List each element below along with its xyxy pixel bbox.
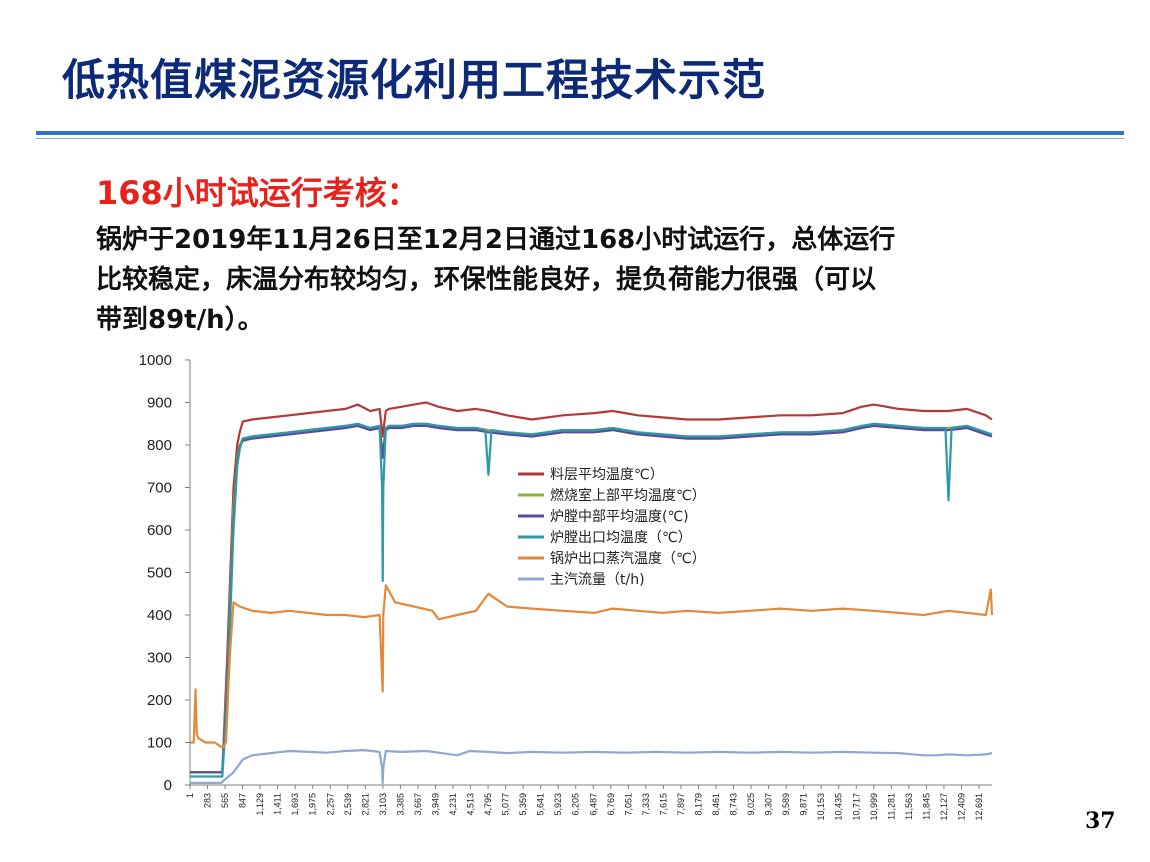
- y-tick-label: 200: [147, 692, 172, 709]
- x-tick-label: 11,281: [886, 793, 896, 820]
- x-tick-label: 1,693: [290, 793, 300, 816]
- section-heading: 168小时试运行考核：: [96, 174, 419, 212]
- x-tick-label: 12,691: [974, 793, 984, 821]
- x-tick-label: 2,257: [325, 793, 335, 816]
- x-tick-label: 847: [238, 793, 248, 808]
- x-tick-label: 9,589: [781, 793, 791, 816]
- x-tick-label: 9,025: [746, 793, 756, 816]
- x-tick-label: 1,129: [255, 793, 265, 816]
- series-line-4: [190, 422, 993, 778]
- page-number: 37: [1085, 808, 1116, 834]
- x-tick-label: 10,153: [816, 793, 826, 821]
- x-tick-label: 4,231: [448, 793, 458, 816]
- x-tick-label: 6,487: [588, 793, 598, 816]
- x-tick-label: 3,385: [395, 793, 405, 816]
- x-tick-label: 6,205: [571, 793, 581, 816]
- x-tick-label: 10,435: [834, 793, 844, 821]
- x-tick-label: 10,999: [869, 793, 879, 821]
- x-tick-label: 4,513: [466, 793, 476, 816]
- y-tick-label: 300: [147, 650, 172, 667]
- x-tick-label: 1,411: [273, 793, 283, 815]
- x-tick-label: 8,743: [729, 793, 739, 816]
- x-tick-label: 5,077: [501, 793, 511, 816]
- x-tick-label: 7,051: [623, 793, 633, 816]
- legend-label-3: 炉膛中部平均温度(℃): [550, 509, 689, 525]
- x-tick-label: 3,667: [413, 793, 423, 816]
- y-tick-label: 500: [147, 565, 172, 582]
- y-tick-label: 800: [147, 437, 172, 454]
- y-tick-label: 0: [164, 777, 172, 794]
- y-tick-label: 600: [147, 522, 172, 539]
- legend-label-2: 燃烧室上部平均温度℃）: [550, 487, 706, 504]
- y-tick-label: 400: [147, 607, 172, 624]
- x-tick-label: 11,845: [921, 793, 931, 820]
- series-line-6: [190, 749, 993, 784]
- y-axis: 0 100 200 300 400 500 600 700 800 900 1000: [139, 352, 191, 794]
- legend-label-6: 主汽流量（t/h): [550, 572, 645, 588]
- x-tick-label: 7,333: [641, 793, 651, 816]
- x-tick-label: 565: [220, 793, 230, 808]
- title-rule-thick: [36, 131, 1124, 135]
- series-line-5: [190, 584, 994, 748]
- series-line-1: [190, 401, 993, 774]
- body-line-1: 锅炉于2019年11月26日至12月2日通过168小时试运行，总体运行: [96, 225, 896, 255]
- x-tick-label: 283: [203, 793, 213, 808]
- legend-label-1: 料层平均温度℃）: [550, 467, 664, 483]
- x-tick-label: 5,359: [518, 793, 528, 816]
- x-tick-label: 1,975: [308, 793, 318, 816]
- body-text: 锅炉于2019年11月26日至12月2日通过168小时试运行，总体运行 比较稳定…: [96, 220, 1076, 340]
- x-tick-label: 10,717: [851, 793, 861, 821]
- x-tick-label: 8,179: [693, 793, 703, 816]
- legend: 料层平均温度℃） 燃烧室上部平均温度℃） 炉膛中部平均温度(℃) 炉膛出口均温度（℃）…: [518, 467, 706, 588]
- x-tick-label: 7,615: [658, 793, 668, 816]
- x-tick-label: 7,897: [676, 793, 686, 816]
- x-tick-label: 3,103: [378, 793, 388, 816]
- legend-label-4: 炉膛出口均温度（℃）: [550, 530, 692, 546]
- x-tick-label: 2,539: [343, 793, 353, 816]
- x-tick-label: 9,871: [799, 793, 809, 816]
- y-tick-label: 100: [147, 735, 172, 752]
- body-line-2: 比较稳定，床温分布较均匀，环保性能良好，提负荷能力很强（可以: [96, 265, 877, 295]
- body-line-3: 带到89t/h）。: [96, 305, 264, 335]
- x-tick-label: 4,795: [483, 793, 493, 816]
- x-tick-label: 12,409: [956, 793, 966, 821]
- x-tick-label: 3,949: [430, 793, 440, 816]
- x-tick-label: 9,307: [764, 793, 774, 816]
- legend-label-5: 锅炉出口蒸汽温度（℃）: [550, 551, 706, 567]
- title-rule-thin: [36, 138, 1124, 139]
- series-layer: [190, 401, 994, 784]
- y-tick-label: 900: [147, 395, 172, 412]
- series-line-3: [190, 424, 993, 774]
- x-tick-label: 6,769: [606, 793, 616, 816]
- x-tick-label: 1: [185, 793, 195, 798]
- temperature-flow-chart: 0 100 200 300 400 500 600 700 800 900 1000 1 283 565…: [139, 352, 994, 821]
- x-tick-label: 8,461: [711, 793, 721, 816]
- y-tick-label: 1000: [139, 352, 172, 369]
- x-axis: 1 283 565 847 1,129 1,411 1,693 1,975 2,257 2,539…: [185, 784, 992, 821]
- x-tick-label: 12,127: [939, 793, 949, 821]
- x-tick-label: 2,821: [360, 793, 370, 816]
- y-tick-label: 700: [147, 480, 172, 497]
- x-tick-label: 5,923: [553, 793, 563, 816]
- x-tick-label: 5,641: [536, 793, 546, 816]
- x-tick-label: 11,563: [904, 793, 914, 820]
- slide-title: 低热值煤泥资源化利用工程技术示范: [62, 56, 766, 106]
